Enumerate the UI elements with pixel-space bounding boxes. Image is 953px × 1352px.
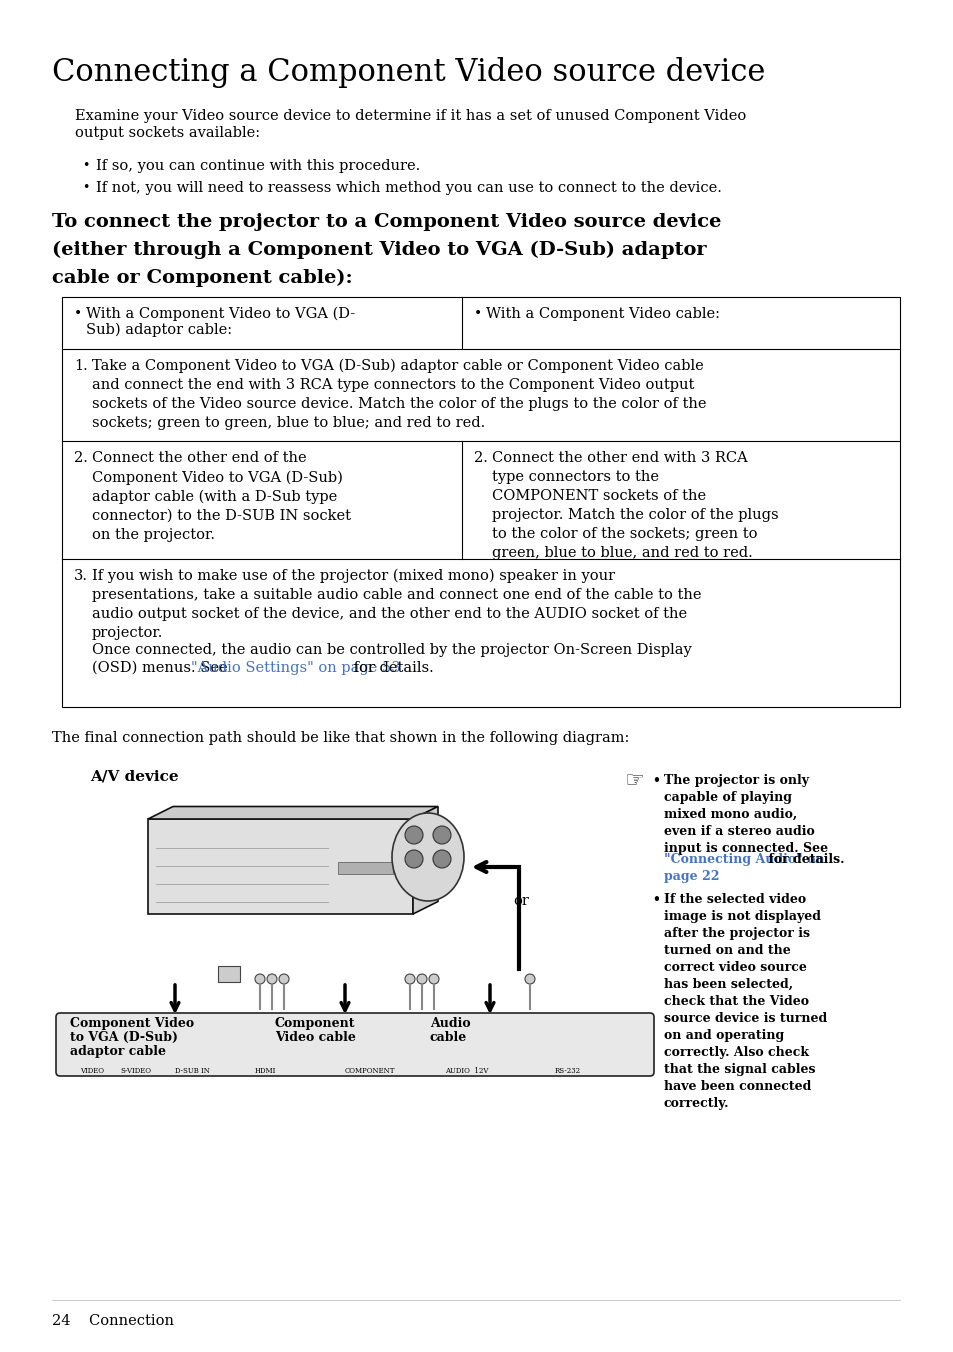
Text: COMPONENT: COMPONENT <box>345 1067 395 1075</box>
Text: Connect the other end of the
Component Video to VGA (D-Sub)
adaptor cable (with : Connect the other end of the Component V… <box>91 452 351 542</box>
Text: ☞: ☞ <box>623 771 643 791</box>
Text: Take a Component Video to VGA (D-Sub) adaptor cable or Component Video cable
and: Take a Component Video to VGA (D-Sub) ad… <box>91 360 706 430</box>
Text: D-SUB IN: D-SUB IN <box>174 1067 210 1075</box>
Text: RS-232: RS-232 <box>555 1067 580 1075</box>
Circle shape <box>405 973 415 984</box>
Circle shape <box>416 973 427 984</box>
Text: If so, you can continue with this procedure.: If so, you can continue with this proced… <box>96 160 420 173</box>
Bar <box>62 297 899 707</box>
Text: 1.: 1. <box>74 360 88 373</box>
Text: Examine your Video source device to determine if it has a set of unused Componen: Examine your Video source device to dete… <box>75 110 745 123</box>
Text: •: • <box>82 160 90 172</box>
Text: Once connected, the audio can be controlled by the projector On-Screen Display: Once connected, the audio can be control… <box>91 644 691 657</box>
Text: •: • <box>74 307 82 320</box>
Text: (either through a Component Video to VGA (D-Sub) adaptor: (either through a Component Video to VGA… <box>52 241 706 260</box>
Text: •: • <box>82 181 90 193</box>
Circle shape <box>254 973 265 984</box>
Polygon shape <box>413 807 437 914</box>
Text: Component: Component <box>274 1017 355 1030</box>
Text: •: • <box>651 773 659 787</box>
Text: "Audio Settings" on page 53: "Audio Settings" on page 53 <box>192 661 400 675</box>
Text: A/V device: A/V device <box>90 769 178 783</box>
Text: •: • <box>651 894 659 906</box>
Circle shape <box>267 973 276 984</box>
Circle shape <box>433 850 451 868</box>
Text: output sockets available:: output sockets available: <box>75 126 260 141</box>
Text: 24    Connection: 24 Connection <box>52 1314 173 1328</box>
Text: 2.: 2. <box>474 452 487 465</box>
Circle shape <box>405 850 422 868</box>
Text: for details.: for details. <box>349 661 434 675</box>
Bar <box>218 965 240 982</box>
Text: If not, you will need to reassess which method you can use to connect to the dev: If not, you will need to reassess which … <box>96 181 721 195</box>
Text: to VGA (D-Sub): to VGA (D-Sub) <box>70 1032 178 1044</box>
Circle shape <box>433 826 451 844</box>
Text: cable or Component cable):: cable or Component cable): <box>52 269 353 287</box>
Text: S-VIDEO: S-VIDEO <box>120 1067 151 1075</box>
Text: The projector is only
capable of playing
mixed mono audio,
even if a stereo audi: The projector is only capable of playing… <box>663 773 827 872</box>
Ellipse shape <box>392 813 463 900</box>
Text: If the selected video
image is not displayed
after the projector is
turned on an: If the selected video image is not displ… <box>663 894 826 1110</box>
Text: Audio: Audio <box>430 1017 470 1030</box>
FancyBboxPatch shape <box>56 1013 654 1076</box>
Text: The final connection path should be like that shown in the following diagram:: The final connection path should be like… <box>52 731 629 745</box>
Polygon shape <box>148 807 437 819</box>
Text: "Connecting Audio" on
page 22: "Connecting Audio" on page 22 <box>663 853 823 883</box>
Circle shape <box>429 973 438 984</box>
Text: VIDEO: VIDEO <box>80 1067 104 1075</box>
Text: for details.: for details. <box>763 853 843 867</box>
Text: 2.: 2. <box>74 452 88 465</box>
Text: (OSD) menus. See: (OSD) menus. See <box>91 661 232 675</box>
Text: To connect the projector to a Component Video source device: To connect the projector to a Component … <box>52 214 720 231</box>
Text: cable: cable <box>430 1032 467 1044</box>
Circle shape <box>524 973 535 984</box>
Text: or: or <box>513 894 528 909</box>
Bar <box>337 863 393 873</box>
Text: Connecting a Component Video source device: Connecting a Component Video source devi… <box>52 57 764 88</box>
Text: With a Component Video cable:: With a Component Video cable: <box>485 307 720 320</box>
Bar <box>148 819 413 914</box>
Text: HDMI: HDMI <box>254 1067 276 1075</box>
Text: Video cable: Video cable <box>274 1032 355 1044</box>
Text: Connect the other end with 3 RCA
type connectors to the
COMPONENT sockets of the: Connect the other end with 3 RCA type co… <box>492 452 778 560</box>
Text: Sub) adaptor cable:: Sub) adaptor cable: <box>86 323 232 338</box>
Circle shape <box>405 826 422 844</box>
Circle shape <box>278 973 289 984</box>
Text: If you wish to make use of the projector (mixed mono) speaker in your
presentati: If you wish to make use of the projector… <box>91 569 700 641</box>
Text: adaptor cable: adaptor cable <box>70 1045 166 1059</box>
Text: AUDIO  12V: AUDIO 12V <box>444 1067 488 1075</box>
Text: •: • <box>474 307 482 320</box>
Text: 3.: 3. <box>74 569 88 583</box>
Text: Component Video: Component Video <box>70 1017 193 1030</box>
Text: With a Component Video to VGA (D-: With a Component Video to VGA (D- <box>86 307 355 322</box>
